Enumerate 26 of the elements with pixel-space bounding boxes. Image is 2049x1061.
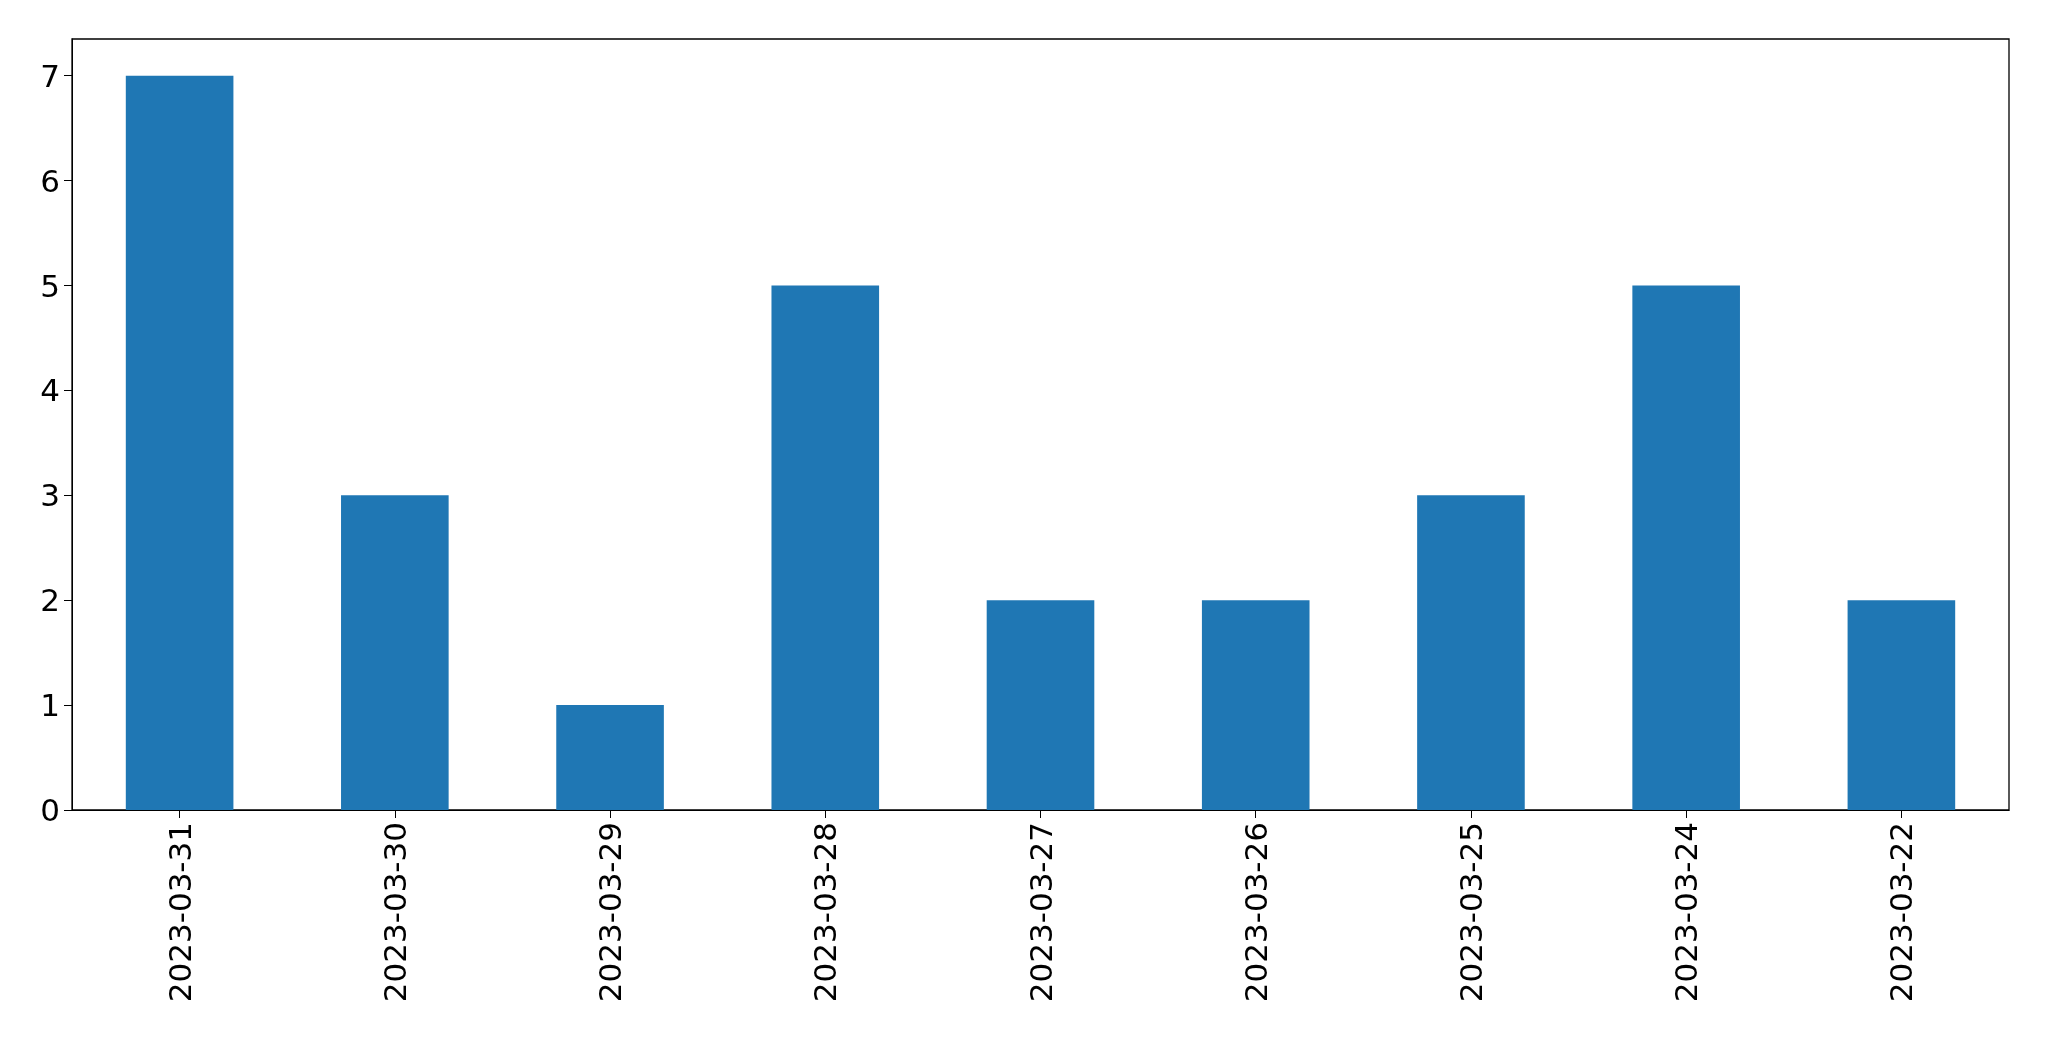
x-tick-label: 2023-03-29 — [592, 822, 629, 1003]
y-tick-label: 0 — [40, 792, 60, 828]
x-tick-label: 2023-03-31 — [161, 822, 198, 1003]
x-tick-label: 2023-03-27 — [1022, 822, 1059, 1003]
x-tick-label: 2023-03-30 — [376, 822, 413, 1003]
x-tick-label: 2023-03-24 — [1668, 822, 1705, 1003]
y-tick-label: 6 — [40, 162, 60, 199]
y-tick-label: 7 — [40, 57, 60, 94]
bar — [341, 495, 449, 810]
y-tick-label: 5 — [40, 267, 60, 304]
bar — [1632, 285, 1740, 810]
x-tick-label: 2023-03-25 — [1452, 822, 1489, 1003]
bar — [125, 75, 234, 810]
bar — [986, 600, 1095, 810]
y-tick-label: 3 — [40, 477, 60, 514]
x-tick-label: 2023-03-26 — [1237, 822, 1274, 1003]
y-tick-label: 2 — [40, 582, 60, 619]
bar — [771, 285, 880, 810]
x-tick-label: 2023-03-22 — [1883, 822, 1920, 1003]
x-tick-label: 2023-03-28 — [807, 822, 844, 1003]
bar — [1847, 600, 1956, 810]
bar — [556, 705, 664, 810]
bar — [1201, 600, 1310, 810]
y-tick-label: 4 — [40, 372, 60, 409]
y-tick-label: 1 — [40, 687, 60, 724]
bar — [1417, 495, 1525, 810]
